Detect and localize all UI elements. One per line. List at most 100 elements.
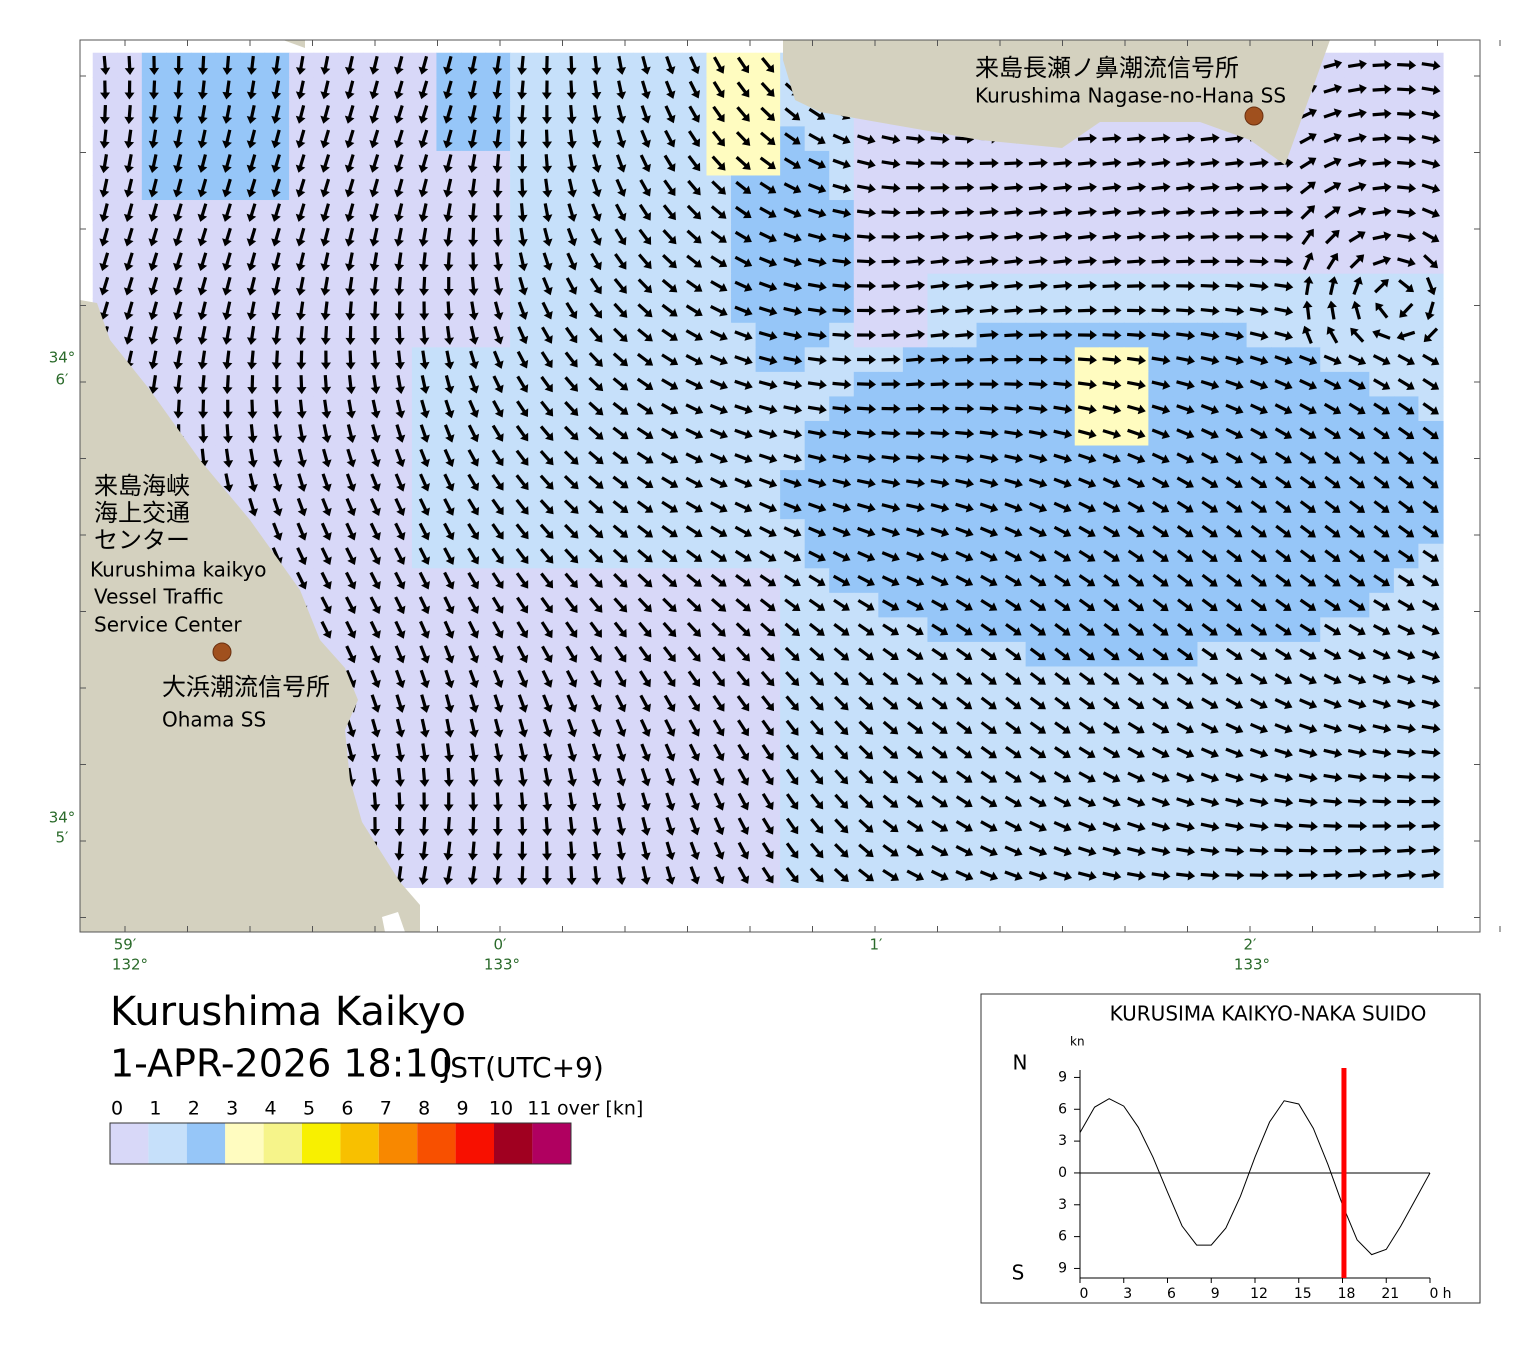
current-arrow — [1372, 231, 1392, 242]
current-arrow — [807, 355, 827, 365]
current-arrow — [616, 129, 627, 149]
current-arrow — [881, 280, 901, 291]
current-arrow — [1225, 330, 1245, 341]
current-arrow — [247, 399, 258, 419]
current-arrow — [1323, 402, 1342, 415]
current-arrow — [1004, 428, 1024, 439]
current-arrow — [124, 55, 135, 75]
lon-label: 0′ — [494, 936, 508, 954]
current-arrow — [320, 55, 331, 75]
current-arrow — [222, 399, 233, 419]
current-arrow — [1176, 305, 1196, 316]
current-arrow — [955, 379, 975, 390]
current-arrow — [783, 257, 802, 268]
current-arrow — [123, 227, 134, 247]
current-arrow — [173, 55, 184, 75]
current-arrow — [1225, 403, 1244, 415]
current-arrow — [173, 104, 184, 125]
current-arrow — [735, 180, 752, 194]
current-arrow — [832, 330, 852, 341]
current-arrow — [469, 325, 479, 345]
legend-label: 6 — [341, 1098, 353, 1120]
current-arrow — [906, 256, 926, 267]
current-arrow — [710, 304, 728, 317]
current-arrow — [1028, 256, 1048, 267]
current-arrow — [1274, 207, 1294, 218]
current-arrow — [807, 257, 827, 267]
current-arrow — [345, 375, 356, 395]
current-arrow — [1176, 428, 1195, 440]
current-arrow — [1176, 207, 1196, 217]
current-arrow — [1077, 256, 1097, 267]
current-arrow — [295, 203, 306, 222]
current-arrow — [1423, 327, 1439, 343]
current-arrow — [1249, 379, 1269, 390]
legend-swatch — [455, 1123, 494, 1164]
current-arrow — [662, 204, 676, 221]
current-arrow — [99, 227, 109, 247]
current-arrow — [616, 55, 627, 75]
current-arrow — [856, 256, 877, 267]
legend-swatch — [110, 1123, 149, 1164]
current-arrow — [857, 281, 877, 292]
current-arrow — [1077, 133, 1097, 144]
current-arrow — [758, 429, 778, 439]
current-arrow — [418, 105, 429, 124]
x-tick-label: 9 — [1211, 1286, 1220, 1302]
current-arrow — [99, 301, 110, 321]
current-arrow — [588, 401, 604, 416]
current-arrow — [807, 306, 827, 316]
current-arrow — [197, 276, 208, 296]
current-arrow — [271, 325, 282, 345]
current-arrow — [687, 179, 701, 196]
current-arrow — [148, 325, 159, 345]
current-arrow — [591, 154, 602, 173]
current-arrow — [1151, 330, 1171, 341]
current-arrow — [661, 353, 679, 366]
current-arrow — [467, 424, 480, 443]
current-arrow — [832, 183, 852, 194]
lon-label: 59′ — [114, 936, 137, 954]
current-arrow — [369, 203, 380, 222]
current-arrow — [832, 256, 852, 267]
current-arrow — [1028, 404, 1048, 415]
current-arrow — [223, 448, 234, 468]
current-arrow — [173, 276, 183, 296]
current-arrow — [271, 301, 282, 321]
current-arrow — [492, 55, 503, 75]
current-arrow — [832, 428, 852, 439]
current-arrow — [443, 252, 454, 272]
current-arrow — [783, 330, 803, 341]
land-islet — [283, 40, 305, 48]
current-arrow — [1200, 305, 1220, 316]
current-arrow — [1323, 132, 1342, 144]
current-arrow — [930, 379, 950, 390]
current-arrow — [515, 425, 529, 442]
current-arrow — [1176, 231, 1196, 242]
current-arrow — [685, 427, 704, 440]
current-arrow — [711, 180, 726, 195]
current-arrow — [906, 280, 926, 291]
current-arrow — [1421, 60, 1441, 71]
current-arrow — [735, 131, 751, 146]
current-arrow — [271, 129, 281, 149]
current-arrow — [591, 129, 602, 149]
current-arrow — [541, 301, 553, 320]
current-arrow — [591, 178, 602, 198]
current-arrow — [517, 301, 529, 320]
lon-label: 1′ — [870, 936, 884, 954]
current-arrow — [271, 80, 282, 100]
current-arrow — [173, 301, 183, 321]
datetime: 1-APR-2026 18:10 — [110, 1042, 453, 1086]
current-arrow — [661, 328, 678, 341]
current-arrow — [295, 227, 306, 247]
current-arrow — [246, 80, 257, 100]
current-arrow — [1250, 403, 1268, 415]
current-arrow — [1347, 84, 1367, 94]
current-arrow — [1102, 256, 1122, 267]
current-arrow — [1397, 158, 1417, 169]
current-arrow — [541, 80, 552, 100]
current-arrow — [640, 129, 651, 148]
current-arrow — [1274, 281, 1294, 292]
current-arrow — [418, 129, 429, 149]
